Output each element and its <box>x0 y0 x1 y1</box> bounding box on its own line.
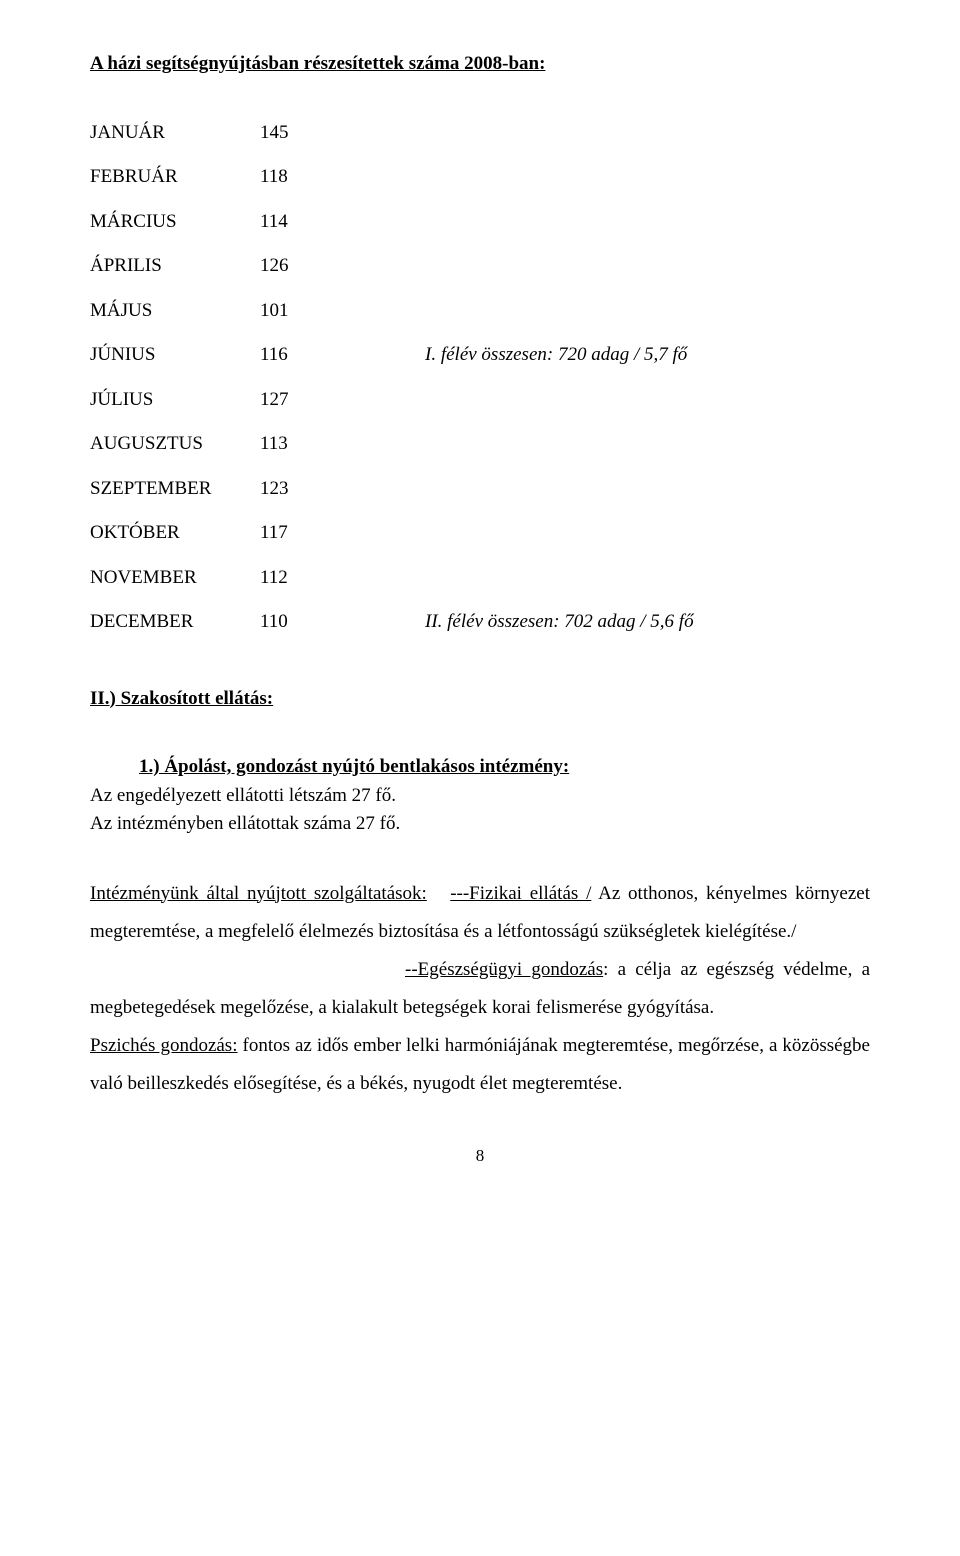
underlined-text: Pszichés gondozás: <box>90 1035 237 1056</box>
value-cell: 101 <box>260 297 425 326</box>
value-cell: 145 <box>260 119 425 148</box>
table-row: FEBRUÁR 118 <box>90 163 870 192</box>
list-item-heading: 1.) Ápolást, gondozást nyújtó bentlakáso… <box>124 753 870 782</box>
underlined-text: Intézményünk által nyújtott szolgáltatás… <box>90 883 427 904</box>
table-row: AUGUSZTUS 113 <box>90 430 870 459</box>
value-cell: 110 <box>260 608 425 637</box>
month-cell: JÚNIUS <box>90 341 260 370</box>
value-cell: 126 <box>260 252 425 281</box>
value-cell: 114 <box>260 208 425 237</box>
page-number: 8 <box>90 1143 870 1169</box>
section-heading: II.) Szakosított ellátás: <box>90 685 870 714</box>
table-row: DECEMBER 110 II. félév összesen: 702 ada… <box>90 608 870 637</box>
value-cell: 127 <box>260 386 425 415</box>
month-cell: JANUÁR <box>90 119 260 148</box>
value-cell: 118 <box>260 163 425 192</box>
value-cell: 123 <box>260 475 425 504</box>
month-cell: AUGUSZTUS <box>90 430 260 459</box>
underlined-text: ---Fizikai ellátás / <box>450 883 591 904</box>
month-cell: MÁRCIUS <box>90 208 260 237</box>
page-title: A házi segítségnyújtásban részesítettek … <box>90 50 870 79</box>
value-cell: 116 <box>260 341 425 370</box>
body-text <box>90 959 405 980</box>
body-text: --Egészségügyi gondozás: a célja az egés… <box>90 951 870 1027</box>
body-text: Az intézményben ellátottak száma 27 fő. <box>90 810 870 839</box>
body-text <box>435 883 451 904</box>
table-row: ÁPRILIS 126 <box>90 252 870 281</box>
paragraph-block: Intézményünk által nyújtott szolgáltatás… <box>90 875 870 1103</box>
table-row: OKTÓBER 117 <box>90 519 870 548</box>
month-cell: MÁJUS <box>90 297 260 326</box>
table-row: NOVEMBER 112 <box>90 564 870 593</box>
body-text: Az engedélyezett ellátotti létszám 27 fő… <box>90 782 870 811</box>
month-cell: DECEMBER <box>90 608 260 637</box>
list-item-1: 1.) Ápolást, gondozást nyújtó bentlakáso… <box>124 753 870 782</box>
body-text: Pszichés gondozás: fontos az idős ember … <box>90 1027 870 1103</box>
para-lead: Intézményünk által nyújtott szolgáltatás… <box>90 883 427 904</box>
note-cell: II. félév összesen: 702 adag / 5,6 fő <box>425 608 694 637</box>
table-row: MÁRCIUS 114 <box>90 208 870 237</box>
value-cell: 117 <box>260 519 425 548</box>
table-row: SZEPTEMBER 123 <box>90 475 870 504</box>
month-cell: JÚLIUS <box>90 386 260 415</box>
month-cell: FEBRUÁR <box>90 163 260 192</box>
table-row: JÚNIUS 116 I. félév összesen: 720 adag /… <box>90 341 870 370</box>
table-row: JANUÁR 145 <box>90 119 870 148</box>
value-cell: 113 <box>260 430 425 459</box>
month-cell: ÁPRILIS <box>90 252 260 281</box>
month-cell: OKTÓBER <box>90 519 260 548</box>
month-cell: SZEPTEMBER <box>90 475 260 504</box>
monthly-table: JANUÁR 145 FEBRUÁR 118 MÁRCIUS 114 ÁPRIL… <box>90 119 870 637</box>
table-row: JÚLIUS 127 <box>90 386 870 415</box>
value-cell: 112 <box>260 564 425 593</box>
underlined-text: --Egészségügyi gondozás <box>405 959 603 980</box>
month-cell: NOVEMBER <box>90 564 260 593</box>
table-row: MÁJUS 101 <box>90 297 870 326</box>
note-cell: I. félév összesen: 720 adag / 5,7 fő <box>425 341 687 370</box>
